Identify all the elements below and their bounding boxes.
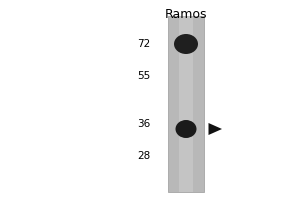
Polygon shape: [208, 123, 222, 135]
Ellipse shape: [176, 120, 197, 138]
Text: Ramos: Ramos: [165, 7, 207, 21]
Bar: [168, 16, 204, 192]
Text: 72: 72: [137, 39, 150, 49]
Ellipse shape: [174, 34, 198, 54]
Text: 55: 55: [137, 71, 150, 81]
Text: 36: 36: [137, 119, 150, 129]
Text: 28: 28: [137, 151, 150, 161]
Bar: [179, 16, 193, 192]
